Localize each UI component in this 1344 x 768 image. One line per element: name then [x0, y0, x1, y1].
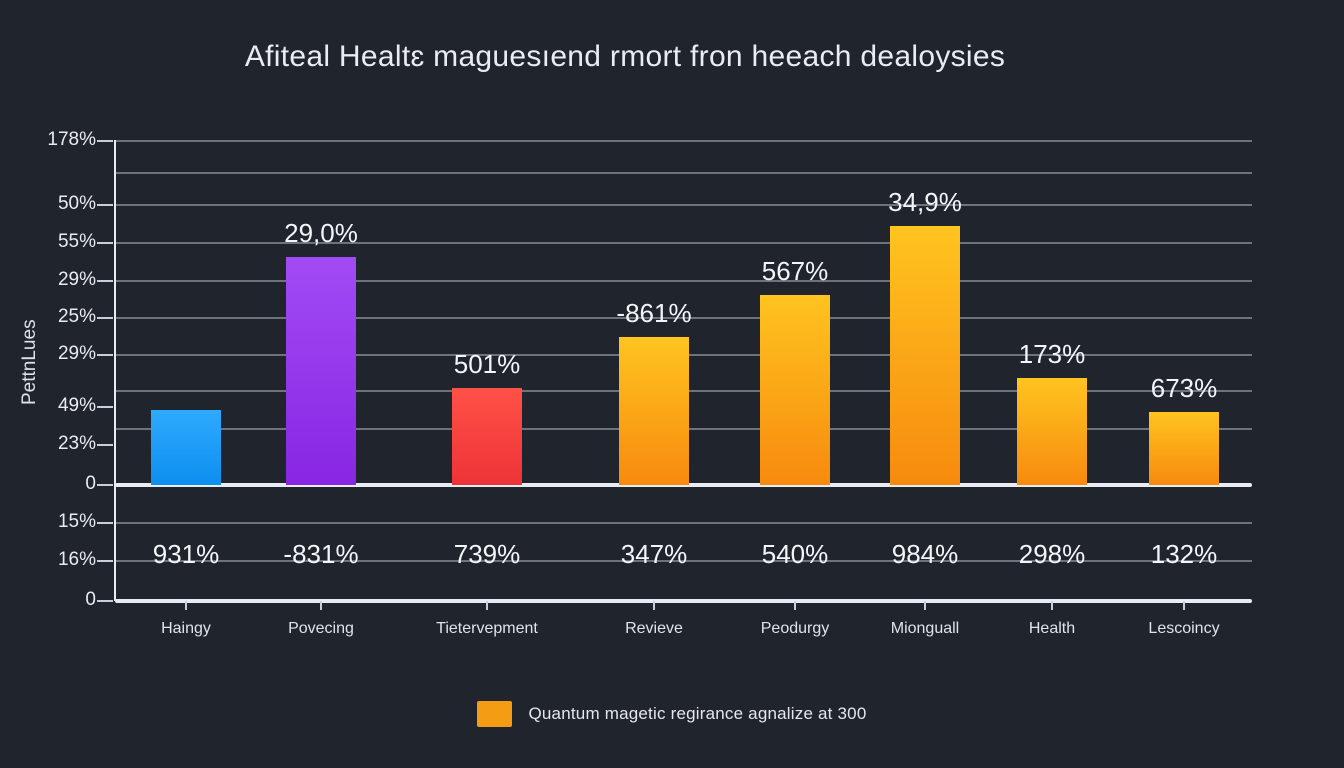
bar [151, 410, 221, 485]
y-tick-mark [97, 204, 113, 206]
y-tick-mark [97, 280, 113, 282]
bar [1149, 412, 1219, 485]
y-tick-mark [97, 444, 113, 446]
y-tick-mark [97, 354, 113, 356]
legend-swatch-icon [477, 701, 513, 727]
bar-value-label-above: 567% [761, 256, 829, 286]
bar-value-label-below: 132% [1150, 539, 1218, 569]
gridline [115, 204, 1252, 206]
legend-label: Quantum magetic regirance agnalize at 30… [528, 704, 867, 723]
category-label: Peodurgy [760, 620, 830, 637]
category-label: Health [1028, 620, 1076, 637]
x-tick-mark [486, 601, 488, 610]
x-tick-mark [1051, 601, 1053, 610]
x-tick-mark [653, 601, 655, 610]
bar-value-label-above: 673% [1150, 373, 1218, 403]
bar-value-label-below: 984% [891, 539, 959, 569]
y-tick-label: 55% [57, 231, 96, 252]
x-tick-mark [794, 601, 796, 610]
y-tick-label: 15% [57, 511, 96, 532]
gridline [115, 522, 1252, 524]
bar [286, 257, 356, 485]
x-tick-mark [1183, 601, 1185, 610]
y-axis-line [113, 140, 116, 601]
gridline [115, 242, 1252, 244]
zero-baseline [115, 599, 1252, 603]
y-tick-label: 29% [57, 269, 96, 290]
bar-value-label-below: -831% [283, 539, 359, 569]
bar-value-label-below: 347% [620, 539, 688, 569]
bar [890, 226, 960, 485]
category-label: Povecing [288, 620, 354, 637]
x-tick-mark [924, 601, 926, 610]
bar [760, 295, 830, 485]
y-tick-label: 178% [47, 129, 96, 150]
category-label: Revieve [625, 620, 683, 637]
bar-value-label-below: 739% [453, 539, 521, 569]
chart-title: Afiteal Healtɛ maguesıend rmort fron hee… [244, 40, 1006, 73]
bar-value-label-above: -861% [616, 298, 692, 328]
bar [619, 337, 689, 485]
category-label: Haingy [161, 620, 211, 637]
y-tick-mark [97, 560, 113, 562]
gridline [115, 280, 1252, 282]
y-tick-label: 0 [85, 473, 96, 494]
y-tick-label: 49% [57, 395, 96, 416]
category-label: Tietervepment [436, 620, 538, 637]
gridline [115, 560, 1252, 562]
gridline [115, 317, 1252, 319]
legend: Quantum magetic regirance agnalize at 30… [0, 701, 1344, 727]
gridline [115, 172, 1252, 174]
bar-value-label-above: 29,0% [284, 218, 358, 248]
bar [452, 388, 522, 485]
y-tick-mark [97, 484, 113, 486]
bar [1017, 378, 1087, 485]
y-tick-label: 23% [57, 433, 96, 454]
bar-value-label-above: 34,9% [888, 187, 962, 217]
y-tick-label: 29% [57, 343, 96, 364]
y-tick-mark [97, 600, 113, 602]
bar-value-label-above: 501% [453, 349, 521, 379]
category-label: Mionguall [890, 620, 960, 637]
x-tick-mark [185, 601, 187, 610]
y-tick-mark [97, 242, 113, 244]
category-label: Lescoincy [1148, 620, 1220, 637]
bar-value-label-below: 298% [1018, 539, 1086, 569]
y-tick-mark [97, 406, 113, 408]
x-tick-mark [320, 601, 322, 610]
bar-value-label-above: 173% [1018, 339, 1086, 369]
y-tick-label: 50% [57, 193, 96, 214]
bar-value-label-below: 540% [761, 539, 829, 569]
y-tick-label: 0 [85, 589, 96, 610]
y-tick-mark [97, 522, 113, 524]
y-tick-mark [97, 140, 113, 142]
y-tick-label: 16% [57, 549, 96, 570]
y-tick-label: 25% [57, 306, 96, 327]
y-tick-mark [97, 317, 113, 319]
bar-value-label-below: 931% [152, 539, 220, 569]
gridline [115, 140, 1252, 142]
